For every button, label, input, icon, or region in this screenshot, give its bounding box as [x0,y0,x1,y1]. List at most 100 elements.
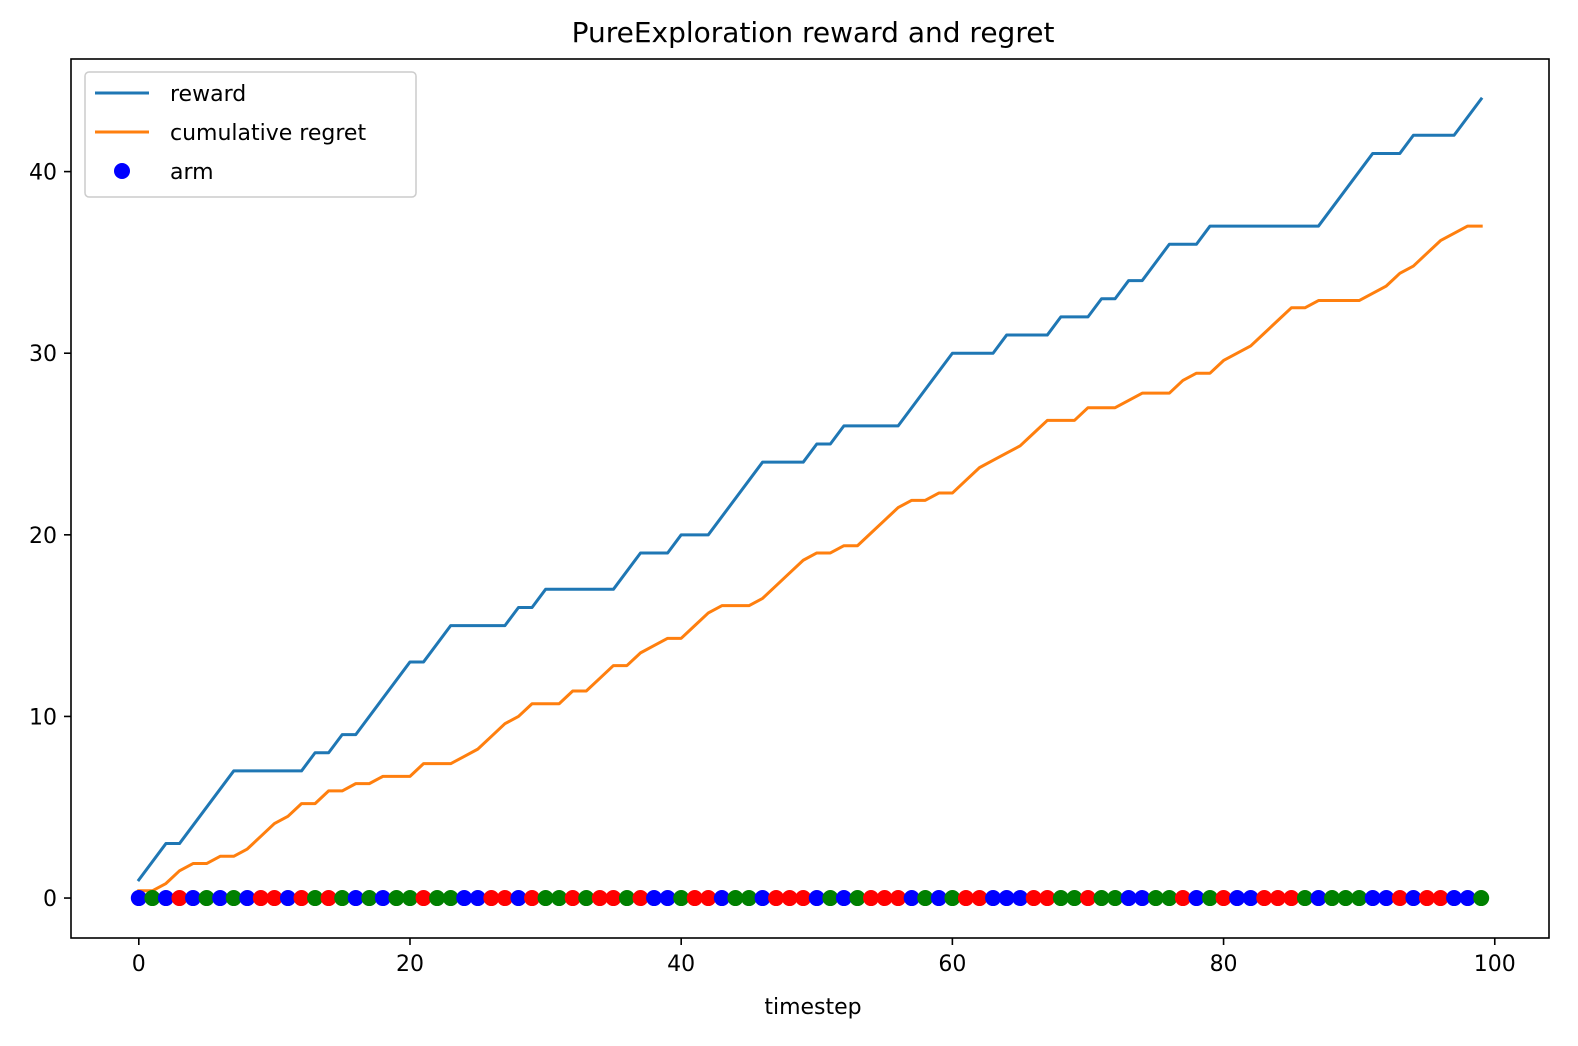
scatter-point [266,890,283,907]
scatter-point [754,890,771,907]
scatter-point [876,890,893,907]
scatter-point [944,890,961,907]
scatter-point [510,890,527,907]
scatter-point [442,890,459,907]
scatter-point [618,890,635,907]
scatter-point [144,890,161,907]
scatter-point [239,890,256,907]
scatter-point [578,890,595,907]
scatter-point [320,890,337,907]
y-tick-label: 30 [29,342,57,367]
legend-swatch-arm [114,163,130,179]
scatter-point [727,890,744,907]
x-tick-label: 80 [1210,952,1238,977]
scatter-point [1418,890,1435,907]
legend: reward cumulative regret arm [84,71,417,198]
scatter-point [1134,890,1151,907]
scatter-point [957,890,974,907]
y-tick-label: 10 [29,705,57,730]
scatter-point [1025,890,1042,907]
series-group [130,96,1490,907]
scatter-point [1079,890,1096,907]
scatter-point [1459,890,1476,907]
y-axis: 0 10 20 30 40 [29,161,71,912]
scatter-point [415,890,432,907]
chart-title: PureExploration reward and regret [572,16,1055,49]
scatter-point [713,890,730,907]
series-line-reward [136,96,1484,882]
scatter-point [1364,890,1381,907]
scatter-point [646,890,663,907]
scatter-point [198,890,215,907]
scatter-point [971,890,988,907]
scatter-point [361,890,378,907]
scatter-point [537,890,554,907]
x-tick-label: 40 [667,952,695,977]
scatter-point [1473,890,1490,907]
scatter-point [293,890,310,907]
plot-frame [70,58,1550,939]
scatter-point [551,890,568,907]
scatter-point [740,890,757,907]
scatter-point [1378,890,1395,907]
scatter-point [1174,890,1191,907]
scatter-point [1242,890,1259,907]
scatter-point [1229,890,1246,907]
x-axis: 0 20 40 60 80 100 [132,938,1516,977]
scatter-point [1432,890,1449,907]
scatter-point [686,890,703,907]
scatter-point [795,890,812,907]
scatter-point [130,890,147,907]
scatter-point [1120,890,1137,907]
scatter-point [1310,890,1327,907]
legend-label-arm: arm [170,160,214,185]
scatter-point [863,890,880,907]
y-tick-label: 0 [43,887,57,912]
scatter-point [591,890,608,907]
scatter-point [279,890,296,907]
plot-area [70,58,1550,939]
legend-label-cumulative-regret: cumulative regret [170,121,366,146]
scatter-point [374,890,391,907]
scatter-point [930,890,947,907]
scatter-point [808,890,825,907]
scatter-point [1337,890,1354,907]
scatter-point [1215,890,1232,907]
scatter-point [456,890,473,907]
scatter-point [1446,890,1463,907]
scatter-point [659,890,676,907]
scatter-point [1188,890,1205,907]
scatter-point [632,890,649,907]
scatter-point [524,890,541,907]
scatter-point [1256,890,1273,907]
scatter-point [1202,890,1219,907]
scatter-point [1324,890,1341,907]
scatter-point [700,890,717,907]
scatter-point [1012,890,1029,907]
scatter-point [483,890,500,907]
x-tick-label: 100 [1474,952,1516,977]
x-axis-label: timestep [764,995,861,1020]
scatter-point [1039,890,1056,907]
y-tick-label: 20 [29,524,57,549]
scatter-point [673,890,690,907]
scatter-point [469,890,486,907]
scatter-point [890,890,907,907]
scatter-point [1405,890,1422,907]
scatter-point [768,890,785,907]
scatter-point [1296,890,1313,907]
scatter-point [1391,890,1408,907]
scatter-point [781,890,798,907]
x-tick-label: 60 [938,952,966,977]
scatter-point [1161,890,1178,907]
scatter-point [157,890,174,907]
scatter-point [917,890,934,907]
scatter-point [605,890,622,907]
scatter-point [388,890,405,907]
scatter-point [1351,890,1368,907]
scatter-point [998,890,1015,907]
scatter-point [1107,890,1124,907]
scatter-point [564,890,581,907]
y-tick-label: 40 [29,161,57,186]
